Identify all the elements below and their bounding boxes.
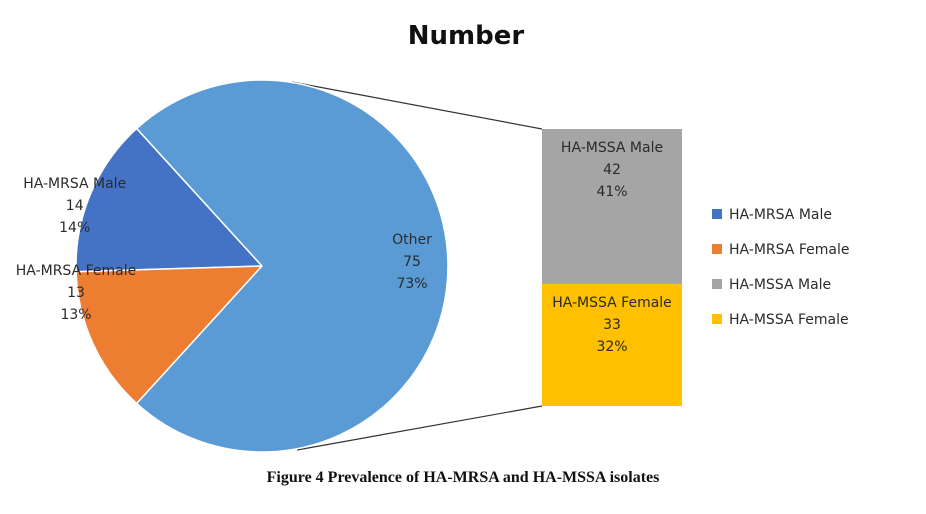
legend-label-ha-mrsa-female: HA-MRSA Female: [729, 242, 849, 258]
pie-slice-ha-mrsa-female: [75, 265, 264, 405]
legend: HA-MRSA Male HA-MRSA Female HA-MSSA Male HA…: [712, 207, 849, 328]
bar-of-pie-chart: Number HA-MRSA Male 14 14% HA-MRSA Female 13…: [16, 21, 849, 453]
bar-segment-ha-mssa-male: [542, 129, 682, 285]
pie-label-other: Other 75 73%: [392, 232, 432, 292]
bar-segment-ha-mssa-female: [542, 284, 682, 406]
legend-label-ha-mssa-male: HA-MSSA Male: [729, 277, 831, 293]
legend-swatch-ha-mrsa-female: [712, 244, 722, 254]
stacked-bar: HA-MSSA Male 42 41% HA-MSSA Female 33 32%: [542, 129, 682, 406]
chart-title: Number: [408, 21, 525, 51]
pie-label-ha-mrsa-female: HA-MRSA Female 13 13%: [16, 263, 136, 323]
pie-slice-other: [135, 79, 449, 453]
connector-lines: [291, 81, 543, 451]
legend-swatch-ha-mssa-male: [712, 279, 722, 289]
legend-swatch-ha-mssa-female: [712, 314, 722, 324]
legend-label-ha-mrsa-male: HA-MRSA Male: [729, 207, 832, 223]
pie: HA-MRSA Male 14 14% HA-MRSA Female 13 13% Othe…: [16, 79, 449, 453]
bar-label-ha-mssa-female: HA-MSSA Female 33 32%: [552, 295, 672, 355]
connector-top: [291, 81, 543, 130]
pie-label-ha-mrsa-male: HA-MRSA Male 14 14%: [23, 176, 126, 236]
legend-swatch-ha-mrsa-male: [712, 209, 722, 219]
pie-slice-ha-mrsa-male: [75, 127, 264, 273]
figure-caption: Figure 4 Prevalence of HA-MRSA and HA-MS…: [266, 469, 660, 486]
legend-label-ha-mssa-female: HA-MSSA Female: [729, 312, 849, 328]
bar-label-ha-mssa-male: HA-MSSA Male 42 41%: [561, 140, 663, 200]
connector-bottom: [296, 405, 543, 451]
